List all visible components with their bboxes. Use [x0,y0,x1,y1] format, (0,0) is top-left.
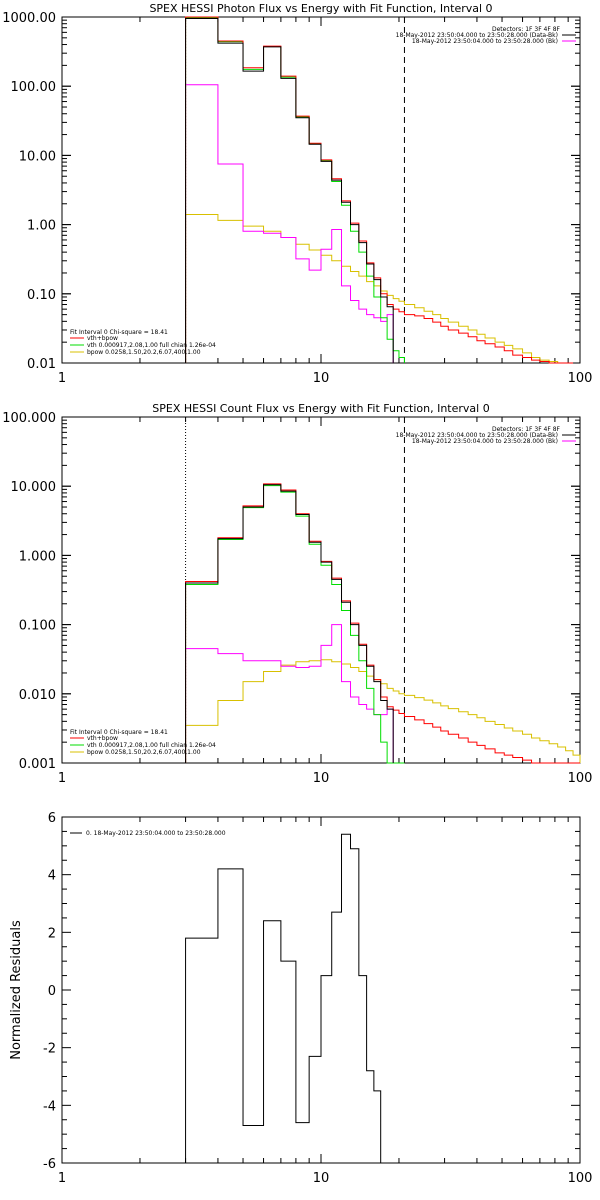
count-flux-title: SPEX HESSI Count Flux vs Energy with Fit… [152,402,489,415]
count-flux-frame [61,416,581,764]
count-flux-fit-header: Fit Interval 0 Chi-square = 18.41 [70,729,168,736]
photon-flux-ticks: 1 10 100 0.01 0.10 1.00 10.00 100.00 1000.00 [2,11,592,386]
photon-flux-xtick-label: 1 [58,371,66,386]
count-flux-ytick-label: 100.000 [2,411,56,426]
count-flux-series [185,417,581,764]
residuals-legend: 0. 18-May-2012 23:50:04.000 to 23:50:28.… [70,830,226,837]
residuals-series [185,833,382,1163]
photon-flux-ytick-label: 0.01 [27,357,56,372]
count-flux-legend-top: Detectors: 1F 3F 4F 8F 18-May-2012 23:50… [396,426,576,445]
photon-flux-ytick-label: 1.00 [27,219,56,234]
photon-flux-series [185,16,574,364]
count-flux-series-vth [185,485,405,764]
count-flux-ticks: 1 10 100 0.001 0.010 0.100 1.000 10.000 100.000 [2,411,592,786]
photon-flux-series-data [185,18,394,363]
residuals-xtick-label: 1 [58,1171,66,1186]
photon-flux-legend-top: Detectors: 1F 3F 4F 8F 18-May-2012 23:50… [396,26,576,45]
residuals-series-data [185,833,382,1163]
count-flux-legend-bk: 18-May-2012 23:50:04.000 to 23:50:28.000… [412,438,558,445]
count-flux-series-data [185,484,394,763]
photon-flux-frame [61,16,581,364]
residuals-ylabel: Normalized Residuals [9,920,24,1060]
count-flux-ytick-label: 0.001 [19,757,56,772]
photon-flux-series-total-fit [185,16,574,364]
photon-flux-legend-data: 18-May-2012 23:50:04.000 to 23:50:28.000… [396,32,558,39]
count-flux-ytick-label: 1.000 [19,549,56,564]
count-flux-legend-data: 18-May-2012 23:50:04.000 to 23:50:28.000… [396,432,558,439]
count-flux-legend-vth: vth 0.000917,2.08,1.00 full chian 1.26e-… [87,742,216,749]
count-flux-legend-bpow: bpow 0.0258,1.50,20.2,6.07,400,1.00 [87,749,201,756]
count-flux-ytick-label: 0.100 [19,619,56,634]
photon-flux-title: SPEX HESSI Photon Flux vs Energy with Fi… [149,2,492,15]
photon-flux-legend-vth: vth 0.000917,2.08,1.00 full chian 1.26e-… [87,342,216,349]
residuals-ytick-label: -6 [43,1157,56,1172]
count-flux-legend-bottom: Fit Interval 0 Chi-square = 18.41 vth+bp… [70,729,216,756]
photon-flux-ytick-label: 100.00 [11,80,57,95]
residuals-ytick-label: 4 [48,869,56,884]
photon-flux-series-bpow [185,213,574,364]
photon-flux-legend-bpow: bpow 0.0258,1.50,20.2,6.07,400,1.00 [87,349,201,356]
photon-flux-detectors: Detectors: 1F 3F 4F 8F [492,26,561,33]
count-flux-xtick-label: 100 [568,771,593,786]
residuals-ytick-label: 6 [48,811,56,826]
photon-flux-series-background [185,84,394,363]
photon-flux-panel: SPEX HESSI Photon Flux vs Energy with Fi… [2,2,592,386]
residuals-xtick-label: 100 [568,1171,593,1186]
residuals-ticks: 1 10 100 -6 -4 -2 0 2 4 6 [43,811,592,1186]
photon-flux-legend-fit: vth+bpow [87,335,118,342]
count-flux-series-total-fit [185,483,580,764]
photon-flux-ytick-label: 10.00 [19,149,56,164]
residuals-xtick-label: 10 [313,1171,330,1186]
count-flux-panel: SPEX HESSI Count Flux vs Energy with Fit… [2,402,592,786]
count-flux-legend-fit: vth+bpow [87,735,118,742]
residuals-ytick-label: -4 [43,1099,56,1114]
photon-flux-series-vth [185,17,405,363]
count-flux-series-bpow [185,659,581,763]
residuals-ytick-label: -2 [43,1042,56,1057]
photon-flux-fit-header: Fit Interval 0 Chi-square = 18.41 [70,329,168,336]
residuals-legend-label: 0. 18-May-2012 23:50:04.000 to 23:50:28.… [86,830,226,837]
residuals-ytick-label: 2 [48,926,56,941]
residuals-panel: Normalized Residuals 1 10 100 -6 -4 -2 0 2 4 6 0.… [9,811,592,1186]
photon-flux-legend-bottom: Fit Interval 0 Chi-square = 18.41 vth+bp… [70,329,216,356]
count-flux-xtick-label: 10 [313,771,330,786]
photon-flux-legend-bk: 18-May-2012 23:50:04.000 to 23:50:28.000… [412,38,558,45]
photon-flux-xtick-label: 100 [568,371,593,386]
photon-flux-xtick-label: 10 [313,371,330,386]
count-flux-ytick-label: 0.010 [19,688,56,703]
residuals-ytick-label: 0 [48,984,56,999]
count-flux-xtick-label: 1 [58,771,66,786]
photon-flux-ytick-label: 0.10 [27,288,56,303]
photon-flux-ytick-label: 1000.00 [2,11,56,26]
count-flux-detectors: Detectors: 1F 3F 4F 8F [492,426,561,433]
count-flux-ytick-label: 10.000 [11,480,57,495]
